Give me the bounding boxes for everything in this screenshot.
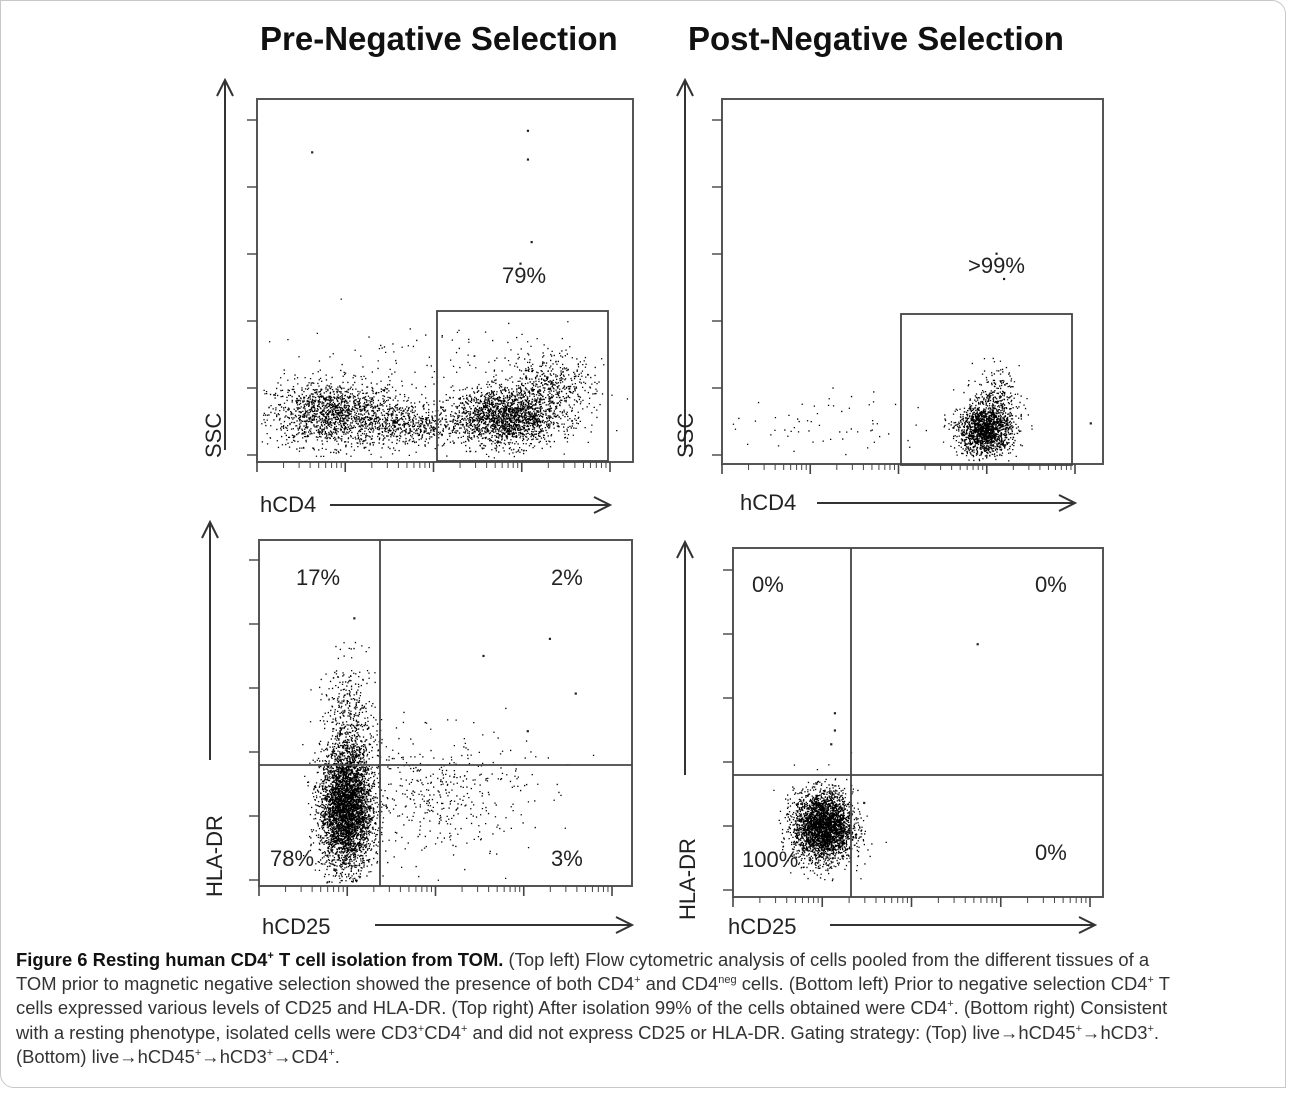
caption-figure-label: Figure 6 [16,949,88,970]
caption-title-text: Resting human CD4 [92,949,268,970]
caption-sup: neg [718,974,737,987]
outlier-point [311,151,314,154]
gate-cd4-positive [900,313,1073,466]
caption-sup: + [267,949,274,962]
x-axis-label: hCD4 [740,490,796,515]
caption-sup: + [947,998,954,1011]
y-axis-label: HLA-DR [675,838,700,920]
caption-sup: + [460,1022,468,1035]
caption-text: cells expressed various levels of CD25 a… [16,997,948,1019]
caption-text: TOM prior to magnetic negative selection… [16,973,635,995]
plot-frame [732,547,1104,898]
outlier-point [530,241,533,244]
x-axis-label: hCD4 [260,492,316,517]
plot-bottom-left: 17% 2% 78% 3% HLA-DR hCD25 [202,522,632,939]
caption-sup: + [634,974,641,987]
caption-sup: + [266,1046,274,1059]
caption-sup: + [194,1046,202,1059]
data-points [302,617,595,884]
event-dots [261,298,629,459]
caption-sup: + [417,1022,425,1035]
flow-cytometry-plots: 79% SSC hCD4 >99% SSC hCD4 17% 2% 78% 3%… [201,0,1104,939]
quadrant-top-left-percent: 17% [296,565,340,590]
quadrant-top-right-percent: 2% [551,565,583,590]
caption-sup: + [1147,1022,1154,1035]
caption-text: . (Bottom right) Consistent [953,997,1168,1019]
outlier-point [995,252,998,255]
y-axis-label: SSC [673,413,698,458]
quadrant-bottom-left-percent: 100% [742,847,798,872]
y-axis-label: HLA-DR [202,815,227,897]
outlier-point [976,643,979,646]
outlier-point [353,617,356,620]
figure-caption: Figure 6 Resting human CD4+ T cell isola… [16,948,1278,1069]
event-dots [773,752,887,882]
caption-text: →CD4 [273,1045,329,1067]
caption-sup: + [1147,974,1154,987]
outlier-point [548,637,552,640]
event-dots [732,357,1033,462]
gate-percent-label: >99% [968,253,1025,278]
caption-text: . [1153,1021,1160,1043]
caption-sup: + [1075,1022,1083,1035]
outlier-point [526,730,529,733]
outlier-point [526,129,530,132]
outlier-point [833,712,837,715]
caption-text: (Top left) Flow cytometric analysis of c… [503,949,1150,970]
caption-text: →hCD3 [201,1045,267,1067]
x-axis-label: hCD25 [728,914,796,939]
caption-text: and did not express CD25 or HLA-DR. Gati… [467,1021,1076,1043]
caption-text: and CD4 [640,973,719,995]
data-points [732,252,1092,462]
outlier-point [1002,277,1006,281]
y-axis-label: SSC [201,413,226,458]
plot-top-left: 79% SSC hCD4 [201,80,634,517]
outlier-point [574,692,577,695]
caption-title: Figure 6 Resting human CD4+ T cell isola… [16,949,503,970]
caption-text: cells. (Bottom left) Prior to negative s… [736,973,1148,995]
caption-text: with a resting phenotype, isolated cells… [16,1021,418,1043]
title-pre-negative-selection: Pre-Negative Selection [260,20,618,57]
caption-title-text: T cell isolation from TOM. [273,949,504,970]
outlier-point [526,158,530,161]
outlier-point [482,654,485,658]
quadrant-bottom-right-percent: 3% [551,846,583,871]
plot-frame [256,98,634,463]
caption-text: →hCD3 [1082,1021,1148,1043]
quadrant-top-left-percent: 0% [752,572,784,597]
caption-sup: + [328,1046,335,1059]
title-post-negative-selection: Post-Negative Selection [688,20,1064,57]
caption-text: CD4 [424,1021,461,1043]
quadrant-top-right-percent: 0% [1035,572,1067,597]
outlier-point [830,743,833,746]
caption-text: (Bottom) live→hCD45 [16,1045,195,1067]
caption-text: . [334,1045,340,1067]
outlier-point [833,729,837,732]
plot-top-right: >99% SSC hCD4 [673,80,1104,515]
outlier-point [863,801,866,805]
plot-frame [721,98,1104,465]
quadrant-bottom-right-percent: 0% [1035,840,1067,865]
quadrant-bottom-left-percent: 78% [270,846,314,871]
outlier-point [1089,422,1092,425]
outlier-point [519,262,522,265]
plot-bottom-right: 0% 0% 100% 0% HLA-DR hCD25 [675,542,1104,939]
caption-text: T [1153,973,1170,995]
gate-cd4-positive [436,310,609,462]
data-points [261,129,629,459]
plot-frame [258,539,633,887]
event-dots [302,641,595,884]
x-axis-label: hCD25 [262,914,330,939]
gate-percent-label: 79% [502,263,546,288]
data-points [773,643,979,882]
